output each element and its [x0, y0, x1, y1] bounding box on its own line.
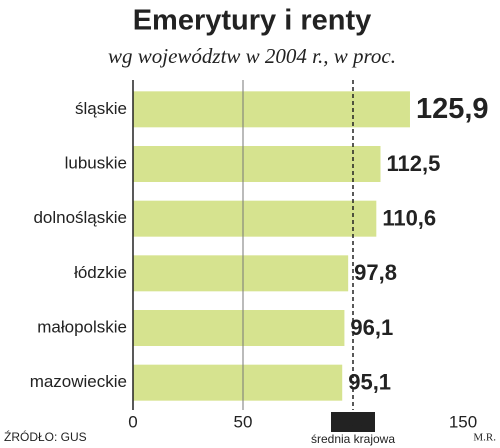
y-tick-label: śląskie — [75, 99, 127, 118]
bar — [133, 91, 410, 128]
y-tick-label: łódzkie — [74, 263, 127, 282]
author: M.R. — [473, 432, 496, 444]
x-tick-label: 100 — [339, 412, 367, 431]
x-tick-label: 50 — [234, 412, 253, 431]
bar — [133, 364, 343, 401]
value-label: 110,6 — [382, 205, 436, 230]
bar — [133, 200, 377, 237]
y-tick-label: mazowieckie — [30, 372, 127, 391]
y-tick-label: lubuskie — [65, 153, 127, 172]
x-tick-label: 150 — [449, 412, 477, 431]
bar — [133, 310, 345, 346]
chart-title: Emerytury i renty — [133, 5, 372, 37]
value-label: 112,5 — [387, 151, 441, 176]
value-label: 97,8 — [354, 260, 397, 285]
source: ŹRÓDŁO: GUS — [4, 429, 87, 444]
x-tick-label: 0 — [128, 412, 137, 431]
y-tick-label: dolnośląskie — [33, 208, 127, 227]
y-tick-label: małopolskie — [37, 317, 127, 336]
chart-subtitle: wg województw w 2004 r., w proc. — [108, 44, 396, 68]
bar — [133, 146, 381, 182]
bar — [133, 255, 349, 292]
value-label: 96,1 — [350, 315, 393, 340]
value-label: 95,1 — [348, 369, 391, 394]
value-label: 125,9 — [416, 93, 489, 125]
reference-tick-box — [331, 412, 375, 432]
reference-label: średnia krajowa — [311, 432, 395, 446]
